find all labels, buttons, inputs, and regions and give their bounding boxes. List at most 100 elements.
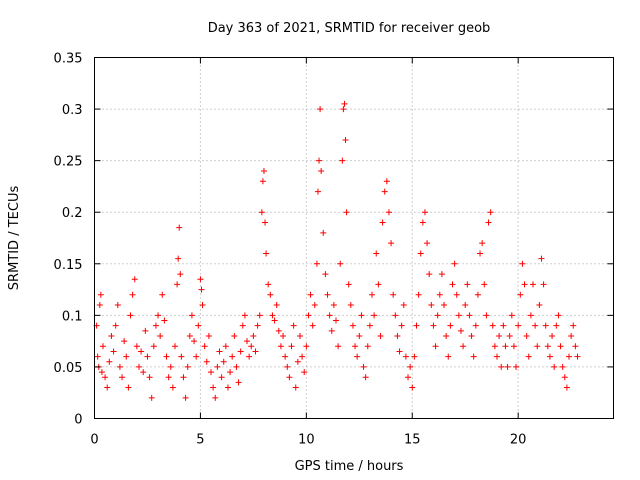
data-point xyxy=(396,348,403,355)
data-point xyxy=(462,302,469,309)
data-point xyxy=(366,322,373,329)
data-point xyxy=(150,343,157,350)
data-point xyxy=(292,384,299,391)
data-point xyxy=(267,291,274,298)
data-point xyxy=(140,369,147,376)
data-point xyxy=(457,327,464,334)
data-point xyxy=(557,343,564,350)
grid xyxy=(94,57,614,419)
data-point xyxy=(464,281,471,288)
data-point xyxy=(553,322,560,329)
x-axis-label: GPS time / hours xyxy=(295,459,404,474)
data-point xyxy=(392,312,399,319)
data-point xyxy=(570,322,577,329)
data-point xyxy=(146,374,153,381)
data-point xyxy=(572,343,579,350)
data-point xyxy=(441,302,448,309)
data-point xyxy=(216,348,223,355)
data-point xyxy=(102,374,109,381)
data-point xyxy=(525,353,532,360)
data-point xyxy=(563,384,570,391)
data-point xyxy=(551,363,558,370)
data-point xyxy=(135,363,142,370)
data-point xyxy=(544,343,551,350)
data-point xyxy=(218,374,225,381)
data-point xyxy=(248,343,255,350)
data-point xyxy=(364,343,371,350)
data-point xyxy=(123,353,130,360)
data-point xyxy=(515,322,522,329)
data-point xyxy=(409,384,416,391)
y-axis-label: SRMTID / TECUs xyxy=(7,186,22,291)
data-point xyxy=(369,291,376,298)
data-point xyxy=(460,343,467,350)
data-point xyxy=(97,291,104,298)
data-point xyxy=(208,369,215,376)
data-point xyxy=(303,343,310,350)
data-point xyxy=(138,348,145,355)
x-tick-label: 20 xyxy=(510,433,527,448)
data-point xyxy=(424,240,431,247)
data-point xyxy=(326,312,333,319)
data-point xyxy=(171,343,178,350)
data-point xyxy=(114,302,121,309)
data-point xyxy=(508,312,515,319)
y-tick-label: 0.35 xyxy=(54,52,83,67)
data-point xyxy=(125,384,132,391)
data-point xyxy=(339,157,346,164)
data-point xyxy=(428,302,435,309)
data-point xyxy=(491,343,498,350)
data-point xyxy=(121,338,128,345)
data-point xyxy=(561,374,568,381)
data-point xyxy=(294,358,301,365)
y-tick-label: 0.1 xyxy=(62,309,83,324)
data-point xyxy=(466,312,473,319)
data-point xyxy=(317,106,324,113)
data-point xyxy=(468,332,475,339)
data-point xyxy=(504,363,511,370)
data-point xyxy=(296,332,303,339)
data-point xyxy=(133,343,140,350)
chart-title: Day 363 of 2021, SRMTID for receiver geo… xyxy=(208,21,491,36)
data-point xyxy=(447,322,454,329)
data-point xyxy=(574,353,581,360)
data-point xyxy=(129,291,136,298)
data-point xyxy=(212,394,219,401)
data-point xyxy=(311,302,318,309)
data-point xyxy=(224,384,231,391)
data-point xyxy=(148,394,155,401)
data-point xyxy=(131,276,138,283)
data-point xyxy=(142,327,149,334)
data-point xyxy=(210,384,217,391)
data-point xyxy=(175,255,182,262)
data-point xyxy=(106,358,113,365)
data-point xyxy=(498,363,505,370)
data-point xyxy=(241,312,248,319)
data-point xyxy=(282,353,289,360)
data-point xyxy=(227,369,234,376)
data-point xyxy=(309,322,316,329)
data-point xyxy=(390,291,397,298)
data-point xyxy=(288,343,295,350)
data-point xyxy=(542,322,549,329)
y-tick-label: 0.05 xyxy=(54,361,83,376)
data-point xyxy=(256,312,263,319)
data-point xyxy=(246,353,253,360)
data-point xyxy=(178,353,185,360)
data-point xyxy=(332,317,339,324)
data-point xyxy=(436,291,443,298)
data-point xyxy=(415,291,422,298)
data-point xyxy=(421,209,428,216)
data-point xyxy=(229,353,236,360)
data-point xyxy=(438,271,445,278)
data-point xyxy=(487,209,494,216)
data-point xyxy=(341,100,348,107)
y-tick-label: 0.25 xyxy=(54,155,83,170)
data-point xyxy=(523,332,530,339)
data-point xyxy=(383,178,390,185)
data-point xyxy=(413,322,420,329)
data-point xyxy=(314,188,321,195)
data-point xyxy=(342,137,349,144)
data-point xyxy=(176,224,183,231)
data-point xyxy=(568,332,575,339)
